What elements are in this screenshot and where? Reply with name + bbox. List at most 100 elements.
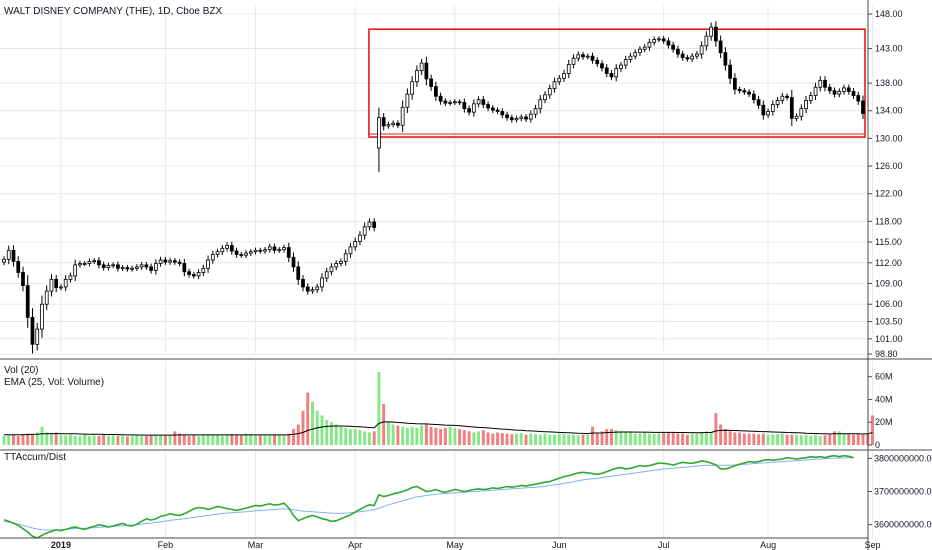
candle[interactable] xyxy=(54,274,59,293)
candle[interactable] xyxy=(419,58,424,75)
candle[interactable] xyxy=(239,251,244,258)
candle[interactable] xyxy=(358,231,362,246)
candle[interactable] xyxy=(742,87,747,95)
candle[interactable] xyxy=(353,237,358,251)
candle[interactable] xyxy=(481,96,486,109)
candle[interactable] xyxy=(709,22,714,41)
candle[interactable] xyxy=(837,88,842,98)
candle[interactable] xyxy=(244,250,248,259)
candle[interactable] xyxy=(785,93,789,101)
candle[interactable] xyxy=(372,218,377,232)
candle[interactable] xyxy=(500,108,505,119)
candle[interactable] xyxy=(576,51,581,62)
candle[interactable] xyxy=(348,242,353,258)
candle[interactable] xyxy=(201,264,206,276)
candle[interactable] xyxy=(35,322,40,351)
candle[interactable] xyxy=(73,259,78,282)
candle[interactable] xyxy=(334,260,339,271)
candle[interactable] xyxy=(220,244,225,256)
candle[interactable] xyxy=(168,257,172,265)
candle[interactable] xyxy=(486,101,490,112)
candle[interactable] xyxy=(471,99,476,117)
candle[interactable] xyxy=(846,84,851,95)
candle[interactable] xyxy=(770,100,775,116)
candle[interactable] xyxy=(225,242,229,252)
candle[interactable] xyxy=(818,76,823,92)
candle[interactable] xyxy=(789,90,794,126)
price-candles[interactable] xyxy=(2,21,865,354)
candle[interactable] xyxy=(21,266,25,292)
candle[interactable] xyxy=(609,70,614,81)
candle[interactable] xyxy=(856,91,861,105)
candle[interactable] xyxy=(604,64,609,78)
candle[interactable] xyxy=(163,257,168,266)
candle[interactable] xyxy=(362,222,367,240)
candle[interactable] xyxy=(661,35,666,44)
candle[interactable] xyxy=(581,51,585,60)
candle[interactable] xyxy=(718,35,723,59)
candle[interactable] xyxy=(172,257,177,265)
candle[interactable] xyxy=(813,82,818,101)
candle[interactable] xyxy=(253,247,258,255)
candle[interactable] xyxy=(827,83,832,94)
candle[interactable] xyxy=(301,275,305,292)
candle[interactable] xyxy=(794,113,799,122)
candle[interactable] xyxy=(30,308,35,354)
candle[interactable] xyxy=(234,247,239,258)
candle[interactable] xyxy=(106,262,111,271)
candle[interactable] xyxy=(116,261,120,272)
candle[interactable] xyxy=(595,57,600,68)
candle[interactable] xyxy=(206,255,210,273)
candle[interactable] xyxy=(443,98,448,107)
candle[interactable] xyxy=(343,249,348,266)
candle[interactable] xyxy=(619,61,623,72)
candle[interactable] xyxy=(59,284,63,291)
candle[interactable] xyxy=(82,261,87,266)
candle[interactable] xyxy=(751,90,756,104)
candle[interactable] xyxy=(600,60,604,72)
candle[interactable] xyxy=(557,74,562,86)
candle[interactable] xyxy=(111,262,116,269)
candle[interactable] xyxy=(528,110,533,123)
candle[interactable] xyxy=(272,243,277,254)
candle[interactable] xyxy=(476,96,481,108)
candle[interactable] xyxy=(704,31,709,51)
candle[interactable] xyxy=(367,218,372,231)
candle[interactable] xyxy=(210,250,215,264)
candle[interactable] xyxy=(400,100,405,133)
candle[interactable] xyxy=(642,44,647,53)
candle[interactable] xyxy=(514,115,519,123)
candle[interactable] xyxy=(78,260,82,268)
candle[interactable] xyxy=(277,247,282,253)
candle[interactable] xyxy=(40,295,44,338)
candle[interactable] xyxy=(49,274,54,297)
candle[interactable] xyxy=(11,245,16,267)
candle[interactable] xyxy=(666,37,671,49)
candle[interactable] xyxy=(823,76,827,92)
candle[interactable] xyxy=(799,104,804,121)
candle[interactable] xyxy=(286,242,291,263)
candle[interactable] xyxy=(310,286,315,294)
candle[interactable] xyxy=(381,113,386,131)
candle[interactable] xyxy=(149,263,153,274)
candle[interactable] xyxy=(747,89,751,98)
candle[interactable] xyxy=(804,95,808,114)
candle[interactable] xyxy=(263,246,267,254)
candle[interactable] xyxy=(215,248,220,258)
candle[interactable] xyxy=(851,87,856,99)
candle[interactable] xyxy=(434,81,438,102)
candle[interactable] xyxy=(177,259,182,267)
candle[interactable] xyxy=(191,271,196,279)
candle[interactable] xyxy=(63,275,68,292)
candle[interactable] xyxy=(130,265,135,272)
candle[interactable] xyxy=(495,107,500,115)
candle[interactable] xyxy=(457,99,462,106)
candle[interactable] xyxy=(533,104,538,119)
candle[interactable] xyxy=(638,45,642,56)
candle[interactable] xyxy=(671,41,676,53)
candle[interactable] xyxy=(808,91,813,105)
candle[interactable] xyxy=(144,261,149,270)
candle[interactable] xyxy=(438,92,443,105)
candle[interactable] xyxy=(623,55,628,69)
candle[interactable] xyxy=(680,50,685,61)
